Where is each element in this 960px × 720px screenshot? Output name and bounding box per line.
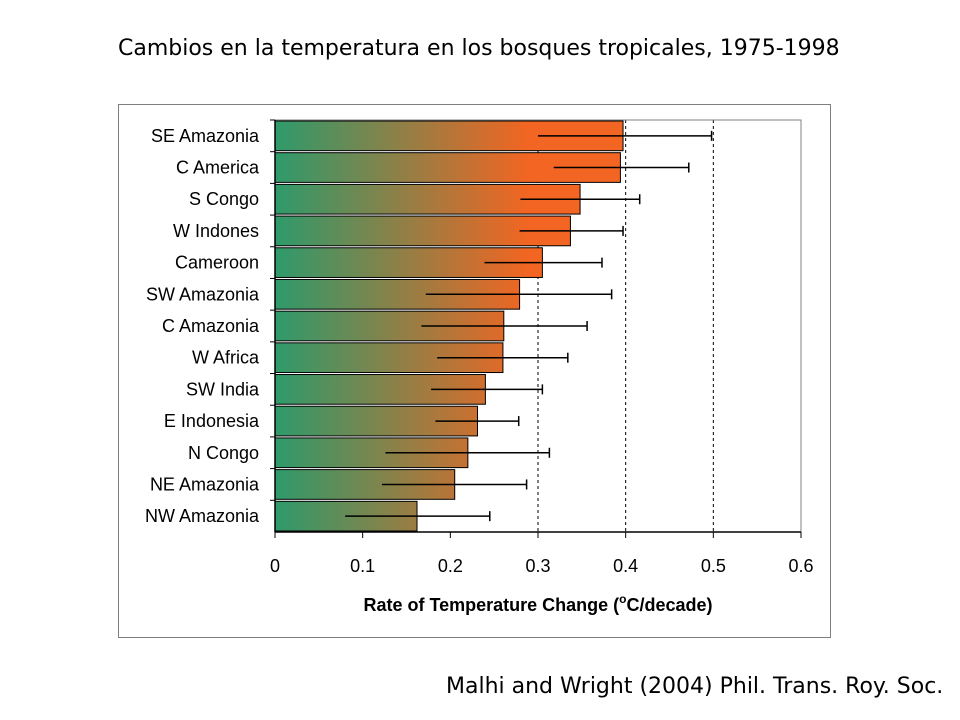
category-label: Cameroon bbox=[175, 253, 259, 273]
category-label: SW Amazonia bbox=[146, 284, 260, 304]
bar bbox=[274, 374, 486, 405]
category-label: SE Amazonia bbox=[151, 126, 260, 146]
x-tick-label: 0.1 bbox=[350, 556, 375, 576]
category-label: W Indones bbox=[173, 221, 259, 241]
category-labels: SE Amazonia C America S Congo W Indones Came… bbox=[145, 119, 275, 526]
x-tick-label: 0.5 bbox=[701, 556, 726, 576]
category-label: E Indonesia bbox=[164, 411, 260, 431]
x-tick-label: 0.3 bbox=[525, 556, 550, 576]
slide-title: Cambios en la temperatura en los bosques… bbox=[118, 36, 840, 61]
x-tick-label: 0.6 bbox=[788, 556, 813, 576]
category-label: S Congo bbox=[189, 189, 259, 209]
x-tick-label: 0.4 bbox=[613, 556, 638, 576]
x-tick-label: 0 bbox=[270, 556, 280, 576]
error-bars bbox=[345, 130, 713, 522]
x-tick-label: 0.2 bbox=[438, 556, 463, 576]
category-label: W Africa bbox=[192, 348, 260, 368]
x-axis-title: Rate of Temperature Change (oC/decade) bbox=[363, 592, 712, 615]
category-label: NW Amazonia bbox=[145, 506, 260, 526]
category-label: NE Amazonia bbox=[150, 474, 260, 494]
category-label: N Congo bbox=[188, 443, 259, 463]
category-label: C America bbox=[176, 158, 260, 178]
category-label: C Amazonia bbox=[162, 316, 260, 336]
citation: Malhi and Wright (2004) Phil. Trans. Roy… bbox=[446, 674, 944, 699]
category-label: SW India bbox=[186, 379, 260, 399]
x-tick-labels: 0 0.1 0.2 0.3 0.4 0.5 0.6 bbox=[270, 532, 814, 576]
